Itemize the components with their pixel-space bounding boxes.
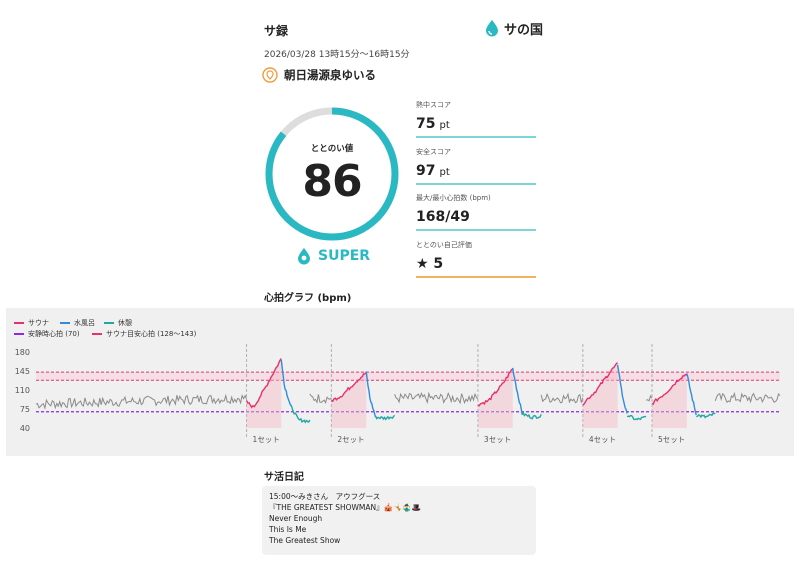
heart-rate-graph-panel [6, 308, 794, 456]
legend-water: 水風呂 [60, 318, 95, 328]
legend-swatch [60, 322, 70, 324]
y-tick-label: 40 [20, 424, 30, 433]
metric-label: 安全スコア [416, 148, 451, 156]
water-hr-line [616, 364, 628, 414]
baseline-hr-line [645, 394, 653, 402]
rest-hr-line [290, 404, 311, 424]
diary-line: The Greatest Show [269, 536, 341, 545]
sauna-area-fill [477, 368, 513, 428]
sauna-hr-line [651, 373, 688, 406]
heart-rate-chart: 180 145 110 75 40 1セット 2セット 3セット 4セット 5セット [15, 344, 781, 444]
metric-value: 75 [416, 116, 436, 132]
metric-label: 熱中スコア [416, 101, 451, 109]
metric-self-rating: ととのい自己評価 ★ 5 [416, 240, 536, 278]
baseline-hr-line [714, 391, 781, 404]
diary-box: 15:00〜みきさん アウフグース 『THE GREATEST SHOWMAN』… [262, 486, 536, 555]
baseline-hr-line [394, 391, 479, 405]
brand-logo[interactable]: サの国 [484, 18, 543, 38]
metric-heart-rate: 最大/最小心拍数 (bpm) 168/49 [416, 193, 536, 231]
facility-name: 朝日湯源泉ゆいる [284, 68, 376, 82]
metric-value: ★ 5 [416, 256, 444, 272]
set-label: 1セット [253, 435, 280, 444]
diary-line: 15:00〜みきさん アウフグース [269, 492, 381, 501]
legend-sauna: サウナ [14, 318, 49, 328]
metric-underline [416, 276, 536, 278]
legend-swatch [14, 322, 24, 324]
session-datetime: 2026/03/28 13時15分〜16時15分 [264, 50, 410, 60]
legend-swatch [14, 333, 24, 335]
set-label: 3セット [484, 435, 511, 444]
metric-label: ととのい自己評価 [416, 241, 472, 249]
facility-row[interactable]: 朝日湯源泉ゆいる [262, 67, 376, 83]
sauna-area-fill [331, 372, 367, 428]
legend-sauna-target: サウナ目安心拍 (128〜143) [92, 329, 196, 339]
totonoi-rank-icon [298, 248, 310, 265]
y-tick-label: 75 [20, 405, 30, 414]
metric-safety-score: 安全スコア 97 pt [416, 147, 536, 185]
metric-heat-score: 熱中スコア 75 pt [416, 100, 536, 138]
set-label: 5セット [658, 435, 685, 444]
y-tick-label: 180 [15, 348, 30, 357]
metric-unit: pt [439, 120, 450, 131]
totonoi-gauge [265, 107, 399, 241]
sauna-area-fill [582, 362, 618, 428]
rest-hr-line [374, 414, 396, 421]
target-band [36, 372, 780, 381]
rest-hr-line [626, 414, 647, 421]
legend-swatch [92, 333, 102, 335]
metric-value: 97 [416, 163, 436, 179]
sauna-area-fill [652, 374, 687, 428]
rank-label: SUPER [318, 248, 371, 264]
metric-underline [416, 136, 536, 138]
baseline-hr-line [35, 393, 248, 410]
droplet-icon [486, 20, 498, 37]
diary-line: This Is Me [269, 525, 307, 534]
metric-unit: pt [439, 167, 450, 178]
diary-title: サ活日記 [264, 472, 304, 483]
rank-badge: SUPER [296, 247, 370, 265]
sauna-hr-line [331, 372, 367, 403]
page-title: サ録 [264, 24, 289, 38]
y-tick-label: 145 [15, 367, 30, 376]
legend-swatch [104, 322, 114, 324]
rest-hr-line [696, 412, 716, 419]
metric-underline [416, 229, 536, 231]
diary-line: Never Enough [269, 514, 323, 523]
metric-value: 168/49 [416, 209, 470, 225]
gauge-progress-arc [265, 107, 399, 241]
gauge-value: 86 [302, 156, 362, 207]
sauna-hr-line [245, 358, 282, 409]
legend-rest: 休憩 [104, 318, 132, 328]
set-label: 4セット [589, 435, 616, 444]
water-hr-line [280, 359, 292, 406]
sauna-hr-line [582, 362, 619, 406]
baseline-hr-line [540, 392, 584, 404]
diary-line: 『THE GREATEST SHOWMAN』🎪🤸🤹‍♂️🎩 [269, 503, 421, 512]
water-hr-line [512, 367, 523, 415]
gauge-label: ととのい値 [310, 144, 354, 154]
water-hr-line [686, 373, 697, 416]
water-hr-line [365, 371, 377, 418]
y-tick-label: 110 [15, 386, 30, 395]
sauna-hr-line [477, 368, 514, 407]
metric-label: 最大/最小心拍数 (bpm) [416, 194, 491, 202]
graph-title: 心拍グラフ (bpm) [264, 293, 352, 304]
baseline-hr-line [309, 393, 332, 405]
metric-underline [416, 183, 536, 185]
rest-hr-line [521, 411, 542, 420]
legend-resting-hr: 安静時心拍 (70) [14, 329, 80, 339]
location-pin-icon [262, 67, 278, 83]
brand-name: サの国 [504, 22, 544, 38]
set-label: 2セット [337, 435, 364, 444]
